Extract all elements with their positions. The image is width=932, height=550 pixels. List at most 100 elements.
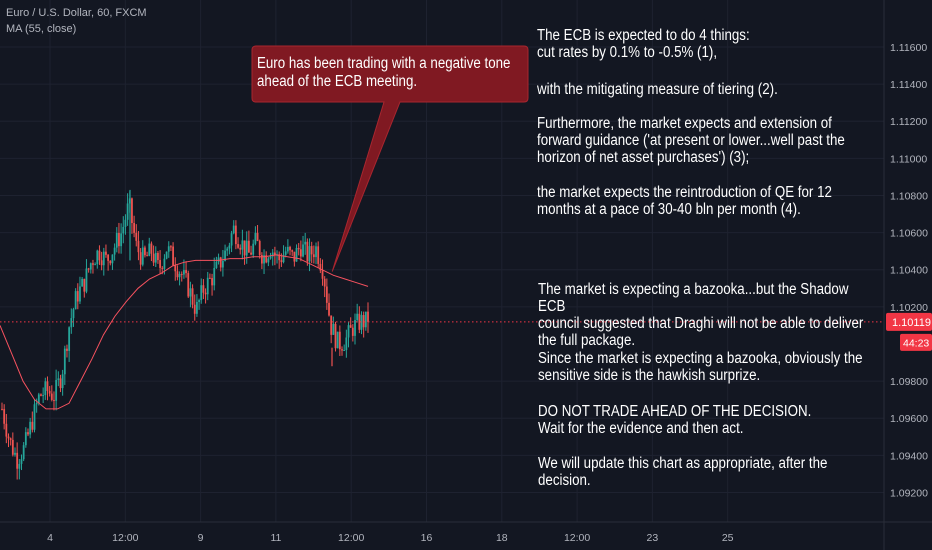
moving-average-line (0, 254, 369, 410)
candle-body (204, 292, 207, 295)
candle-body (289, 246, 291, 251)
candlestick-series (1, 189, 369, 480)
candle-body (61, 374, 64, 389)
candle-body (100, 260, 103, 266)
callout-text: Euro has been trading with a negative to… (257, 55, 511, 90)
candle-body (9, 438, 12, 440)
candle-body (81, 278, 84, 287)
candle-body (360, 315, 363, 330)
candle-body (221, 260, 224, 268)
candle-body (115, 232, 118, 248)
candle-body (215, 261, 218, 268)
candle-body (282, 254, 285, 263)
candle-body (232, 225, 235, 234)
candle-body (11, 439, 14, 455)
candle-body (150, 243, 153, 254)
candle-body (278, 254, 281, 261)
candle-body (146, 255, 149, 257)
candle-body (312, 254, 315, 258)
candle-body (280, 260, 283, 263)
candle-body (152, 253, 155, 263)
candle-body (304, 241, 307, 245)
candle-body (241, 240, 244, 250)
candle-body (96, 250, 99, 265)
candle-body (139, 252, 142, 265)
time-tick-label: 25 (722, 532, 734, 544)
candle-body (206, 277, 209, 295)
countdown-tag (900, 333, 932, 351)
candle-body (265, 255, 268, 263)
time-tick-label: 4 (47, 532, 53, 544)
candle-body (105, 251, 107, 255)
candle-body (180, 273, 183, 275)
candle-body (16, 452, 19, 469)
candle-body (94, 264, 97, 266)
candle-body (364, 311, 367, 328)
candle-body (111, 254, 114, 264)
candle-body (46, 381, 49, 391)
candle-body (271, 252, 274, 257)
candle-body (148, 243, 151, 256)
candle-body (202, 285, 205, 293)
candle-body (217, 257, 220, 262)
note-tiering: with the mitigating measure of tiering (… (537, 81, 778, 98)
price-tick-label: 1.11400 (890, 79, 927, 91)
candle-body (72, 309, 75, 319)
price-tick-label: 1.09600 (890, 413, 928, 425)
candle-body (18, 463, 21, 469)
time-tick-label: 12:00 (564, 532, 590, 544)
candle-body (63, 348, 66, 375)
candle-body (189, 288, 192, 297)
candle-body (48, 390, 51, 394)
candle-body (354, 320, 356, 336)
candle-body (22, 445, 25, 460)
time-tick-label: 11 (270, 532, 281, 544)
candle-body (159, 260, 161, 268)
price-tick-label: 1.11200 (890, 116, 927, 128)
candle-body (319, 263, 322, 271)
candle-body (219, 257, 222, 268)
candle-body (135, 232, 138, 241)
candle-body (98, 250, 101, 261)
countdown-value: 44:23 (903, 337, 929, 349)
candle-body (113, 247, 116, 255)
price-tick-label: 1.11000 (890, 153, 927, 165)
candle-body (284, 251, 287, 255)
candle-body (185, 270, 187, 274)
candle-body (85, 268, 88, 292)
candle-body (133, 223, 136, 233)
price-tick-label: 1.10600 (890, 228, 928, 240)
symbol-title: Euro / U.S. Dollar, 60, FXCM (6, 7, 147, 19)
price-tick-label: 1.10400 (890, 265, 928, 277)
candle-body (165, 251, 168, 259)
candle-body (362, 315, 365, 328)
candle-body (258, 240, 261, 256)
candle-body (124, 219, 127, 227)
candle-body (211, 278, 213, 286)
candle-body (343, 350, 346, 352)
candle-body (209, 277, 211, 279)
candle-body (245, 240, 248, 256)
indicator-legend[interactable]: MA (55, close) (6, 23, 77, 35)
candle-body (126, 203, 129, 220)
candle-body (341, 349, 343, 351)
candle-body (37, 394, 40, 404)
candle-body (291, 250, 294, 252)
candle-body (367, 311, 369, 322)
candle-body (297, 247, 300, 250)
candle-body (29, 421, 32, 435)
time-tick-label: 18 (496, 532, 508, 544)
candle-body (50, 393, 53, 400)
candle-body (20, 459, 23, 464)
time-axis[interactable]: 4 12:00 9 11 12:00 16 18 12:00 23 25 (47, 532, 734, 544)
candle-body (89, 263, 92, 270)
candle-body (191, 288, 194, 305)
note-forward-guidance: Furthermore, the market expects and exte… (537, 115, 845, 166)
price-tick-label: 1.09200 (890, 487, 928, 499)
candle-body (193, 304, 196, 314)
candle-body (137, 240, 140, 253)
candle-body (118, 232, 120, 247)
candle-body (196, 301, 198, 314)
